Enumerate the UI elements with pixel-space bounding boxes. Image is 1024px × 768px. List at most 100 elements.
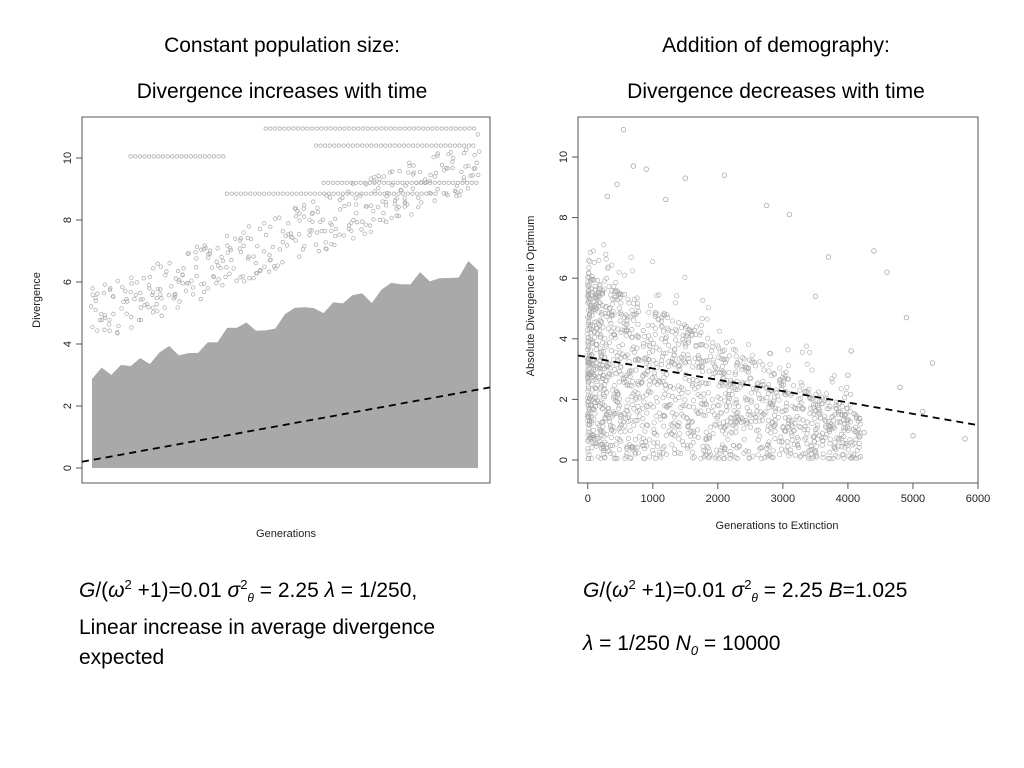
right-data-point <box>585 294 591 300</box>
right-data-point <box>597 358 603 364</box>
left-data-point <box>272 216 278 221</box>
right-data-point <box>593 292 599 298</box>
right-data-point <box>651 440 657 446</box>
right-data-point <box>628 455 634 461</box>
right-data-point <box>802 424 808 430</box>
right-data-point <box>723 403 729 409</box>
left-data-point <box>206 252 211 257</box>
right-data-point <box>591 416 597 422</box>
right-data-point <box>759 417 765 423</box>
right-data-point <box>603 310 609 316</box>
right-data-point <box>669 423 675 429</box>
right-data-point <box>814 454 820 460</box>
right-data-point <box>610 308 616 314</box>
right-data-point <box>834 435 840 441</box>
right-data-point <box>589 445 595 451</box>
right-data-point <box>729 453 735 459</box>
right-data-point <box>713 447 719 453</box>
right-data-point <box>706 368 712 374</box>
right-data-point <box>651 430 657 436</box>
right-data-point <box>702 397 708 403</box>
right-data-point <box>586 270 592 276</box>
right-data-point <box>729 391 735 397</box>
left-data-point <box>364 143 369 148</box>
right-data-point <box>803 435 809 441</box>
left-data-point <box>227 246 233 251</box>
right-data-point <box>624 352 630 358</box>
right-data-point <box>650 404 656 410</box>
right-x-tick-label: 5000 <box>901 493 925 505</box>
left-data-point <box>155 286 161 292</box>
left-y-tick-label: 2 <box>62 403 74 409</box>
left-data-point <box>354 220 360 225</box>
right-data-point <box>595 289 601 295</box>
left-data-point <box>270 244 276 250</box>
right-data-point <box>799 382 805 388</box>
right-data-point <box>813 407 819 413</box>
right-data-point <box>748 418 754 424</box>
left-data-point <box>219 254 224 260</box>
right-data-point <box>598 332 604 338</box>
right-data-point <box>622 291 628 297</box>
left-data-point <box>333 233 338 239</box>
right-data-point <box>733 397 739 403</box>
right-data-point <box>647 303 653 309</box>
left-data-point <box>286 126 291 131</box>
left-data-point <box>428 180 433 185</box>
left-data-point <box>277 215 282 220</box>
left-data-point <box>457 143 462 148</box>
right-data-point <box>635 333 641 339</box>
right-data-point <box>723 391 729 397</box>
right-data-point <box>618 329 624 335</box>
left-data-point <box>110 294 116 299</box>
left-data-point <box>464 147 469 152</box>
left-data-point <box>167 261 172 266</box>
right-data-point <box>610 296 616 302</box>
right-data-point <box>587 372 593 378</box>
right-data-point <box>634 304 640 310</box>
left-data-point <box>359 191 364 196</box>
left-data-point <box>372 189 377 194</box>
right-data-point <box>727 449 733 455</box>
left-data-point <box>175 305 180 310</box>
left-data-point <box>155 309 160 314</box>
left-data-point <box>371 208 376 214</box>
right-data-point <box>754 428 760 434</box>
right-y-tick-label: 0 <box>558 457 570 463</box>
left-data-point <box>194 265 199 270</box>
right-data-point <box>591 433 597 439</box>
right-caption-line1: G/(ω2 +1)=0.01 σ2θ = 2.25 B=1.025 <box>583 570 1013 613</box>
left-data-point <box>186 251 191 256</box>
right-data-point <box>721 445 727 451</box>
right-data-point <box>750 453 756 459</box>
right-data-point <box>621 411 627 417</box>
left-data-point <box>346 201 352 207</box>
right-data-point <box>658 416 664 422</box>
right-data-point <box>599 348 605 354</box>
left-data-point <box>444 191 449 196</box>
right-data-point <box>742 395 748 401</box>
sup-2b-r: 2 <box>744 577 752 592</box>
left-data-point <box>128 154 133 159</box>
right-data-point <box>594 435 600 441</box>
right-data-point <box>587 371 593 377</box>
right-data-point <box>588 455 594 461</box>
right-data-point <box>820 454 826 460</box>
left-data-point <box>370 126 375 131</box>
right-data-point <box>634 418 640 424</box>
right-data-point <box>625 296 631 302</box>
right-data-point <box>647 454 653 460</box>
right-data-point <box>690 397 696 403</box>
right-data-point <box>628 254 634 260</box>
g-symbol: G <box>79 579 96 602</box>
right-data-point <box>629 383 635 389</box>
left-data-point <box>319 126 324 131</box>
left-data-point <box>271 191 276 196</box>
left-y-tick-label: 6 <box>62 279 74 285</box>
right-data-point <box>624 382 630 388</box>
right-data-point <box>720 349 726 355</box>
right-data-point <box>594 294 600 300</box>
right-data-point <box>627 374 633 380</box>
right-data-point <box>808 443 814 449</box>
right-data-point <box>717 450 723 456</box>
